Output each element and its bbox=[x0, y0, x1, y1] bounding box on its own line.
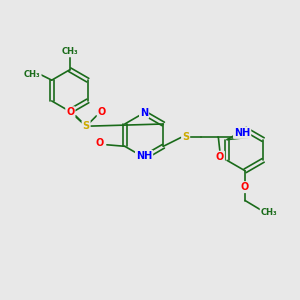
Text: S: S bbox=[82, 121, 90, 131]
Text: S: S bbox=[182, 132, 189, 142]
Text: O: O bbox=[216, 152, 224, 162]
Text: O: O bbox=[95, 138, 104, 148]
Text: CH₃: CH₃ bbox=[261, 208, 277, 217]
Text: CH₃: CH₃ bbox=[24, 70, 41, 79]
Text: O: O bbox=[98, 107, 106, 117]
Text: CH₃: CH₃ bbox=[61, 47, 78, 56]
Text: N: N bbox=[140, 108, 148, 118]
Text: O: O bbox=[241, 182, 249, 192]
Text: NH: NH bbox=[136, 151, 152, 161]
Text: O: O bbox=[66, 107, 74, 117]
Text: NH: NH bbox=[234, 128, 250, 138]
